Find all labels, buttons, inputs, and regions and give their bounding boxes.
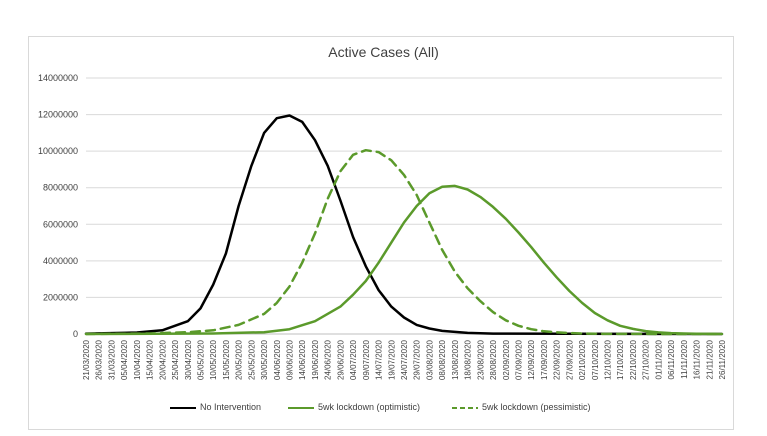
x-tick-label: 25/05/2020 [247, 339, 256, 380]
x-tick-label: 22/10/2020 [629, 339, 638, 380]
chart-legend: No Intervention 5wk lockdown (optimistic… [0, 402, 767, 416]
x-tick-label: 27/09/2020 [565, 339, 574, 380]
x-tick-label: 08/08/2020 [438, 339, 447, 380]
x-tick-label: 02/10/2020 [578, 339, 587, 380]
x-tick-label: 26/03/2020 [95, 339, 104, 380]
x-tick-label: 09/07/2020 [362, 339, 371, 380]
x-tick-label: 12/10/2020 [604, 339, 613, 380]
y-tick-label: 14000000 [38, 73, 78, 83]
x-tick-label: 29/07/2020 [413, 339, 422, 380]
y-tick-label: 4000000 [43, 256, 78, 266]
legend-swatch-5wk-optimistic [288, 406, 314, 409]
y-tick-label: 2000000 [43, 292, 78, 302]
x-tick-label: 03/08/2020 [425, 339, 434, 380]
x-tick-label: 26/11/2020 [718, 339, 727, 379]
y-tick-label: 0 [73, 329, 78, 339]
x-tick-label: 05/04/2020 [120, 339, 129, 380]
x-tick-label: 31/03/2020 [107, 339, 116, 380]
y-tick-label: 6000000 [43, 219, 78, 229]
x-tick-label: 09/06/2020 [286, 339, 295, 380]
x-tick-label: 13/08/2020 [451, 339, 460, 380]
y-tick-label: 10000000 [38, 146, 78, 156]
legend-item-5wk-pessimistic: 5wk lockdown (pessimistic) [452, 402, 591, 412]
x-tick-label: 07/10/2020 [591, 339, 600, 380]
x-tick-label: 01/11/2020 [654, 339, 663, 379]
x-tick-label: 12/09/2020 [527, 339, 536, 380]
legend-label: No Intervention [200, 402, 262, 412]
legend-label: 5wk lockdown (pessimistic) [482, 402, 591, 412]
x-tick-label: 15/05/2020 [222, 339, 231, 380]
series-line-0 [84, 114, 724, 336]
x-tick-label: 27/10/2020 [642, 339, 651, 380]
x-tick-label: 15/04/2020 [146, 339, 155, 380]
x-tick-label: 02/09/2020 [502, 339, 511, 380]
x-tick-label: 23/08/2020 [476, 339, 485, 380]
x-tick-label: 06/11/2020 [667, 339, 676, 379]
x-tick-label: 20/04/2020 [158, 339, 167, 380]
x-tick-label: 29/06/2020 [336, 339, 345, 380]
x-tick-label: 10/05/2020 [209, 339, 218, 380]
x-tick-label: 21/11/2020 [705, 339, 714, 379]
x-tick-label: 11/11/2020 [680, 339, 689, 378]
legend-item-5wk-optimistic: 5wk lockdown (optimistic) [288, 402, 420, 412]
x-tick-label: 10/04/2020 [133, 339, 142, 380]
x-tick-label: 28/08/2020 [489, 339, 498, 380]
y-tick-label: 8000000 [43, 183, 78, 193]
chart-frame [28, 36, 734, 430]
series-line-1 [84, 184, 724, 336]
x-tick-label: 17/09/2020 [540, 339, 549, 380]
x-tick-label: 24/07/2020 [400, 339, 409, 380]
x-tick-label: 18/08/2020 [464, 339, 473, 380]
legend-swatch-5wk-pessimistic [452, 406, 478, 409]
x-tick-label: 22/09/2020 [553, 339, 562, 380]
series-line-2 [84, 148, 724, 336]
legend-label: 5wk lockdown (optimistic) [318, 402, 421, 412]
x-tick-label: 30/05/2020 [260, 339, 269, 380]
x-tick-label: 14/07/2020 [375, 339, 384, 380]
x-tick-label: 21/03/2020 [82, 339, 91, 380]
x-tick-label: 30/04/2020 [184, 339, 193, 380]
x-tick-label: 04/07/2020 [349, 339, 358, 380]
x-tick-label: 04/06/2020 [273, 339, 282, 380]
x-tick-label: 19/06/2020 [311, 339, 320, 380]
x-tick-label: 16/11/2020 [693, 339, 702, 379]
y-tick-label: 12000000 [38, 110, 78, 120]
x-tick-label: 20/05/2020 [235, 339, 244, 380]
x-tick-label: 24/06/2020 [324, 339, 333, 380]
chart-title: Active Cases (All) [328, 44, 439, 60]
x-tick-label: 07/09/2020 [515, 339, 524, 380]
x-tick-label: 14/06/2020 [298, 339, 307, 380]
x-tick-label: 17/10/2020 [616, 339, 625, 380]
x-tick-label: 19/07/2020 [387, 339, 396, 380]
x-tick-label: 25/04/2020 [171, 339, 180, 380]
active-cases-chart: 0 2000000 4000000 6000000 8000000 10000000 120… [38, 73, 727, 380]
legend-swatch-no-intervention [170, 406, 196, 409]
x-tick-label: 05/05/2020 [197, 339, 206, 380]
legend-item-no-intervention: No Intervention [170, 402, 261, 412]
